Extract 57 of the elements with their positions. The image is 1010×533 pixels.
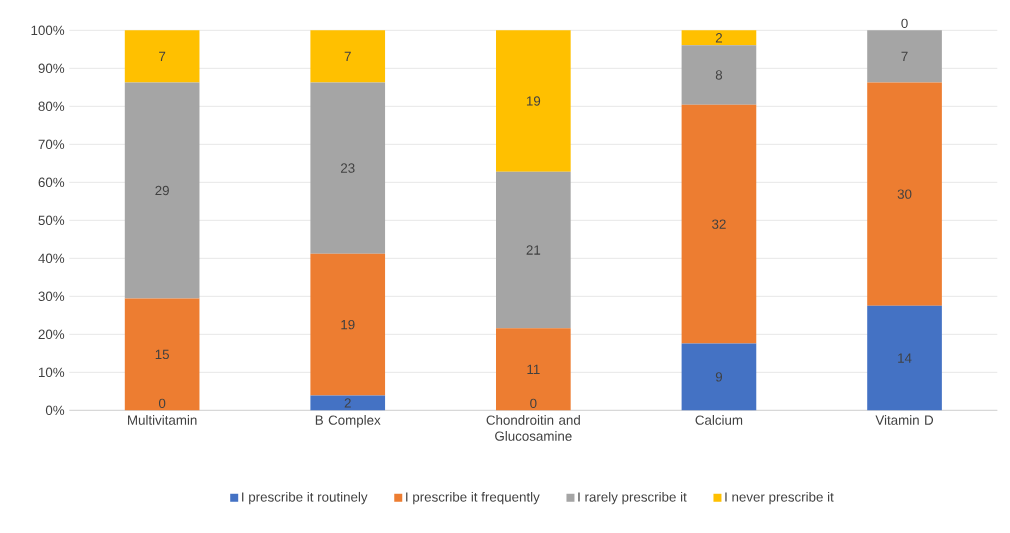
x-tick-label: B Complex xyxy=(315,415,381,428)
x-tick-label: Multivitamin xyxy=(128,415,197,425)
bar xyxy=(310,30,386,83)
annotation: 23 xyxy=(340,163,355,173)
bar xyxy=(310,253,386,396)
bar xyxy=(124,30,200,83)
bar xyxy=(496,171,571,329)
y-tick-label: 10% xyxy=(38,367,65,378)
x-tick-label: Chondroitin and Glucosamine xyxy=(486,415,580,441)
bar xyxy=(681,343,757,411)
legend-label: I prescribe it frequently xyxy=(406,491,540,505)
y-tick-label: 100% xyxy=(31,25,65,36)
bar xyxy=(310,395,386,411)
bar xyxy=(124,298,200,411)
bar xyxy=(124,82,200,299)
annotation: 2 xyxy=(344,398,351,408)
bar xyxy=(681,45,757,105)
annotation: 7 xyxy=(901,51,908,61)
annotation: 21 xyxy=(526,245,541,255)
bar xyxy=(867,305,942,411)
y-tick-label: 20% xyxy=(38,329,65,340)
annotation: 0 xyxy=(158,398,166,409)
legend-label: I rarely prescribe it xyxy=(578,491,687,505)
bar xyxy=(867,82,942,306)
text: 0 xyxy=(901,18,908,29)
annotation: 19 xyxy=(341,319,355,330)
x-tick-label: Vitamin D xyxy=(875,415,934,425)
bar xyxy=(496,30,571,172)
annotation: 29 xyxy=(155,185,169,196)
annotation: 11 xyxy=(527,364,540,374)
y-tick-label: 40% xyxy=(38,253,65,264)
y-tick-label: 50% xyxy=(38,215,65,226)
y-tick-label: 70% xyxy=(38,139,65,150)
annotation: 15 xyxy=(155,349,169,360)
legend-label: I never prescribe it xyxy=(725,491,834,505)
y-tick-label: 0% xyxy=(45,405,65,416)
annotation: 8 xyxy=(715,70,723,80)
y-tick-label: 60% xyxy=(38,177,65,188)
bar xyxy=(681,30,757,46)
annotation: 7 xyxy=(344,51,351,61)
bar xyxy=(496,328,571,411)
annotation: 32 xyxy=(712,219,726,229)
y-tick-label: 80% xyxy=(38,101,65,112)
y-tick-label: 90% xyxy=(38,63,65,74)
x-tick-label: Calcium xyxy=(695,415,743,425)
bar xyxy=(681,104,757,344)
annotation: 9 xyxy=(715,372,723,382)
bar xyxy=(867,30,942,83)
annotation: 14 xyxy=(898,353,912,363)
bar xyxy=(310,82,386,254)
annotation: 0 xyxy=(530,398,537,409)
annotation: 30 xyxy=(897,189,912,199)
annotation: 7 xyxy=(159,51,166,61)
legend-label: I prescribe it routinely xyxy=(242,491,368,505)
y-tick-label: 30% xyxy=(38,291,65,302)
annotation: 19 xyxy=(526,96,541,106)
annotation: 2 xyxy=(715,33,722,43)
